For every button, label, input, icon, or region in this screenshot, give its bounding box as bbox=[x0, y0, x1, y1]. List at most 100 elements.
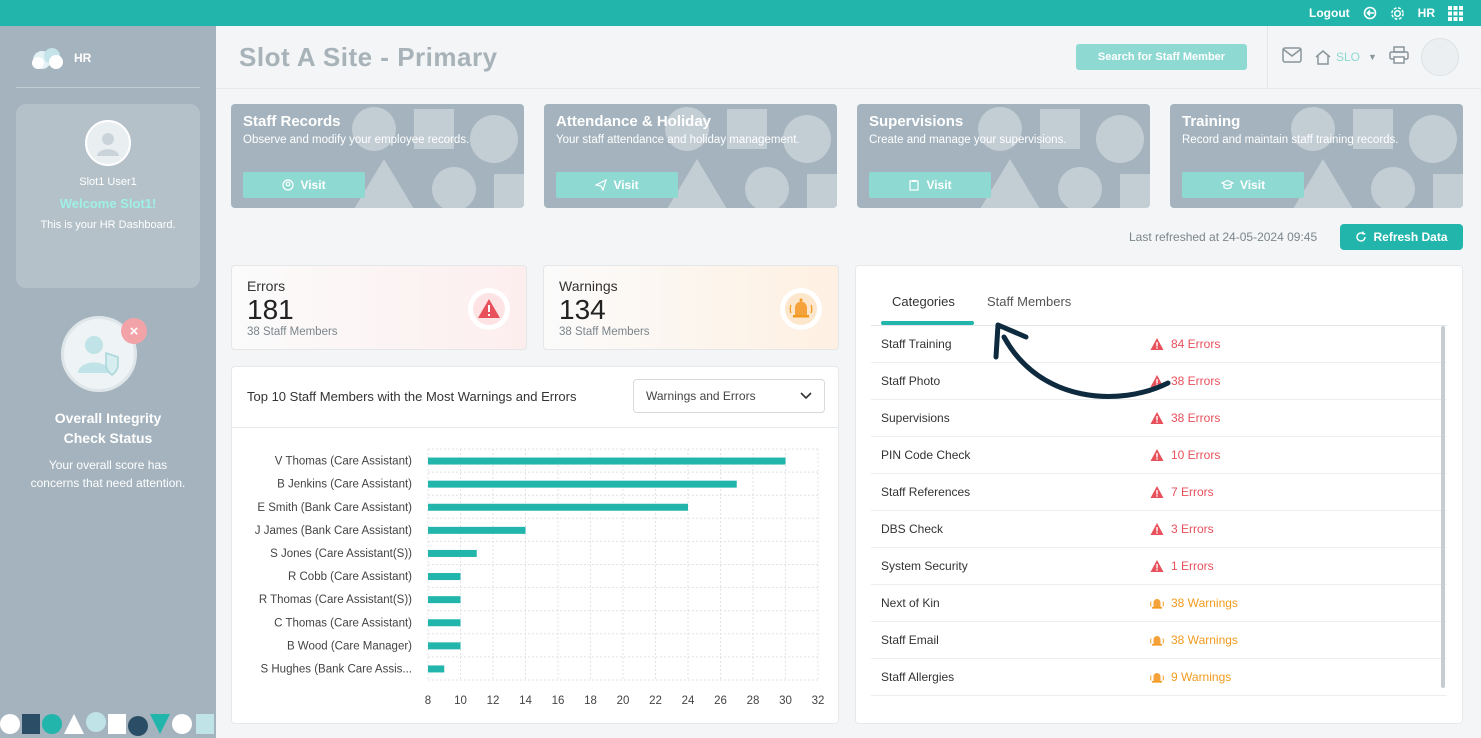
chart-bar[interactable] bbox=[428, 573, 461, 581]
x-tick-label: 16 bbox=[552, 695, 565, 707]
brand-logo[interactable]: HR bbox=[30, 46, 91, 70]
chart-bar[interactable] bbox=[428, 503, 688, 511]
x-tick-label: 30 bbox=[779, 695, 792, 707]
search-staff-button[interactable]: Search for Staff Member bbox=[1076, 44, 1247, 70]
chart-bar[interactable] bbox=[428, 526, 526, 534]
logout-link[interactable]: Logout bbox=[1309, 6, 1350, 20]
mail-icon[interactable] bbox=[1282, 46, 1302, 68]
sidebar: HR Slot1 User1 Welcome Slot1! This is yo… bbox=[0, 26, 216, 738]
card-pattern bbox=[1291, 107, 1463, 208]
error-triangle-icon bbox=[1150, 560, 1164, 572]
cloud-logo-icon bbox=[32, 48, 63, 69]
category-value: 9 Warnings bbox=[1149, 669, 1231, 685]
header-actions: SLO ▼ bbox=[1267, 26, 1459, 88]
x-tick-label: 32 bbox=[812, 695, 825, 707]
errors-count: 181 bbox=[247, 294, 294, 325]
warnings-stat-card[interactable]: Warnings 134 38 Staff Members bbox=[543, 265, 839, 350]
category-value: 3 Errors bbox=[1149, 521, 1214, 537]
category-row[interactable]: Supervisions 38 Errors bbox=[871, 400, 1447, 437]
category-row[interactable]: PIN Code Check 10 Errors bbox=[871, 437, 1447, 474]
site-selector[interactable]: SLO ▼ bbox=[1314, 49, 1377, 65]
category-row[interactable]: Staff Training 84 Errors bbox=[871, 326, 1447, 363]
active-tab-indicator bbox=[881, 321, 974, 325]
x-tick-label: 12 bbox=[487, 695, 500, 707]
printer-icon[interactable] bbox=[1389, 45, 1409, 69]
warnings-label: Warnings bbox=[559, 278, 618, 294]
category-row[interactable]: Staff Allergies 9 Warnings bbox=[871, 659, 1447, 696]
scrollbar[interactable] bbox=[1441, 326, 1445, 688]
chart-bar[interactable] bbox=[428, 457, 786, 465]
x-tick-label: 8 bbox=[425, 695, 431, 707]
visit-staff-records-button[interactable]: Visit bbox=[243, 172, 365, 198]
error-triangle-icon bbox=[1150, 486, 1164, 498]
warning-bell-icon bbox=[1150, 599, 1164, 609]
category-label: J James (Bank Care Assistant) bbox=[255, 525, 412, 537]
site-label: SLO bbox=[1336, 50, 1361, 64]
error-triangle-icon bbox=[1150, 449, 1164, 461]
module-card-attendance: Attendance & Holiday Your staff attendan… bbox=[544, 104, 837, 208]
top-staff-chart-panel: Top 10 Staff Members with the Most Warni… bbox=[231, 366, 839, 724]
errors-stat-card[interactable]: Errors 181 38 Staff Members bbox=[231, 265, 527, 350]
category-value: 7 Errors bbox=[1149, 484, 1214, 500]
category-row[interactable]: Staff References 7 Errors bbox=[871, 474, 1447, 511]
decorative-pattern bbox=[0, 712, 214, 736]
profile-avatar[interactable] bbox=[1420, 38, 1459, 76]
chart-bar[interactable] bbox=[428, 665, 445, 673]
visit-attendance-button[interactable]: Visit bbox=[556, 172, 678, 198]
chart-bar[interactable] bbox=[428, 619, 461, 627]
category-value: 38 Errors bbox=[1149, 410, 1220, 426]
x-tick-label: 10 bbox=[454, 695, 467, 707]
card-pattern bbox=[665, 107, 837, 208]
category-row[interactable]: DBS Check 3 Errors bbox=[871, 511, 1447, 548]
module-description: Create and manage your supervisions. bbox=[869, 134, 1067, 146]
tabs-divider bbox=[871, 325, 1447, 326]
chart-bar[interactable] bbox=[428, 596, 461, 604]
tab-categories[interactable]: Categories bbox=[892, 294, 955, 309]
refresh-data-button[interactable]: Refresh Data bbox=[1340, 224, 1463, 250]
user-label[interactable]: HR bbox=[1417, 6, 1435, 20]
x-tick-label: 14 bbox=[519, 695, 532, 707]
category-row[interactable]: Staff Photo 38 Errors bbox=[871, 363, 1447, 400]
plane-icon bbox=[595, 179, 608, 191]
sidebar-divider bbox=[16, 87, 200, 88]
category-name: Supervisions bbox=[881, 411, 950, 425]
warnings-staff-count: 38 Staff Members bbox=[559, 326, 650, 338]
category-row[interactable]: System Security 1 Errors bbox=[871, 548, 1447, 585]
category-label: S Jones (Care Assistant(S)) bbox=[270, 548, 412, 560]
category-name: Next of Kin bbox=[881, 596, 940, 610]
clipboard-icon bbox=[909, 180, 920, 191]
gear-icon[interactable] bbox=[1390, 5, 1406, 21]
category-label: B Wood (Care Manager) bbox=[287, 640, 412, 652]
category-count: 1 Errors bbox=[1171, 559, 1214, 573]
category-count: 9 Warnings bbox=[1171, 670, 1232, 684]
category-name: Staff Email bbox=[881, 633, 939, 647]
header-divider bbox=[216, 88, 1481, 89]
category-label: R Thomas (Care Assistant(S)) bbox=[259, 594, 412, 606]
category-row[interactable]: Staff Email 38 Warnings bbox=[871, 622, 1447, 659]
category-value: 10 Errors bbox=[1149, 447, 1220, 463]
dashboard-subtitle: This is your HR Dashboard. bbox=[40, 219, 176, 231]
category-label: S Hughes (Bank Care Assis... bbox=[261, 663, 412, 675]
chart-filter-select[interactable]: Warnings and Errors bbox=[633, 379, 825, 413]
chart-bar[interactable] bbox=[428, 480, 737, 488]
tab-staff-members[interactable]: Staff Members bbox=[987, 294, 1072, 309]
visit-training-button[interactable]: Visit bbox=[1182, 172, 1304, 198]
category-label: B Jenkins (Care Assistant) bbox=[277, 479, 412, 491]
top-bar: Logout HR bbox=[0, 0, 1481, 26]
chart-bar[interactable] bbox=[428, 549, 477, 557]
x-tick-label: 20 bbox=[617, 695, 630, 707]
category-name: Staff Photo bbox=[881, 374, 941, 388]
apps-grid-icon[interactable] bbox=[1447, 5, 1463, 21]
category-name: DBS Check bbox=[881, 522, 944, 536]
refresh-icon bbox=[1356, 231, 1367, 242]
category-row[interactable]: Next of Kin 38 Warnings bbox=[871, 585, 1447, 622]
chart-bar[interactable] bbox=[428, 642, 461, 650]
visit-supervisions-button[interactable]: Visit bbox=[869, 172, 991, 198]
category-label: C Thomas (Care Assistant) bbox=[274, 617, 412, 629]
category-list: Staff Training 84 Errors Staff Photo 38 Err… bbox=[871, 326, 1447, 696]
x-tick-label: 18 bbox=[584, 695, 597, 707]
module-card-staff-records: Staff Records Observe and modify your em… bbox=[231, 104, 524, 208]
integrity-title: Overall Integrity Check Status bbox=[54, 410, 162, 446]
logout-icon[interactable] bbox=[1362, 5, 1378, 21]
category-count: 38 Warnings bbox=[1171, 596, 1238, 610]
